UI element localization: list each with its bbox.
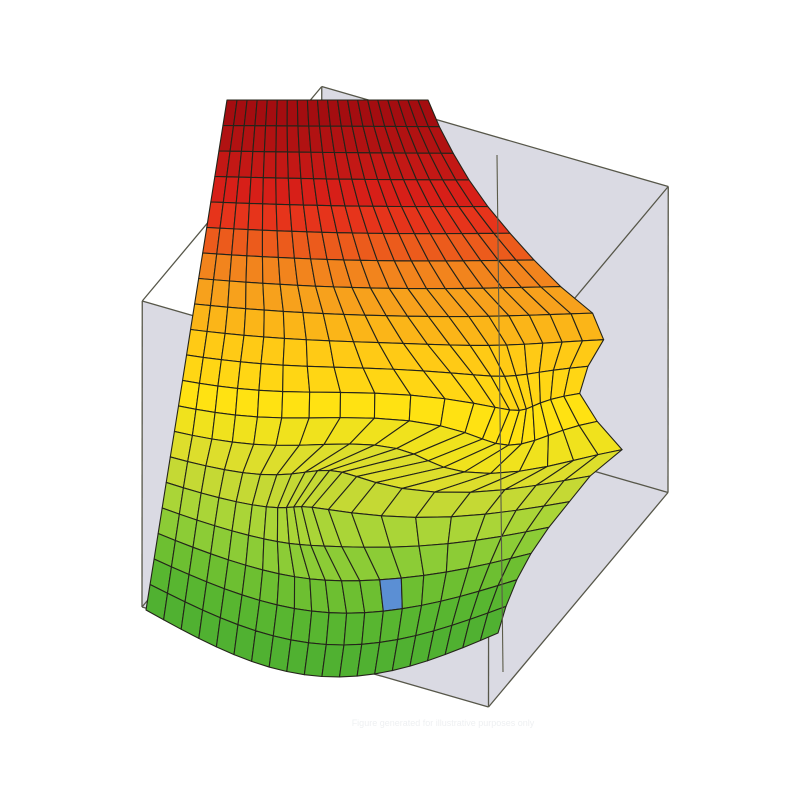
svg-text:Figure generated for illustrat: Figure generated for illustrative purpos… [352,718,535,728]
